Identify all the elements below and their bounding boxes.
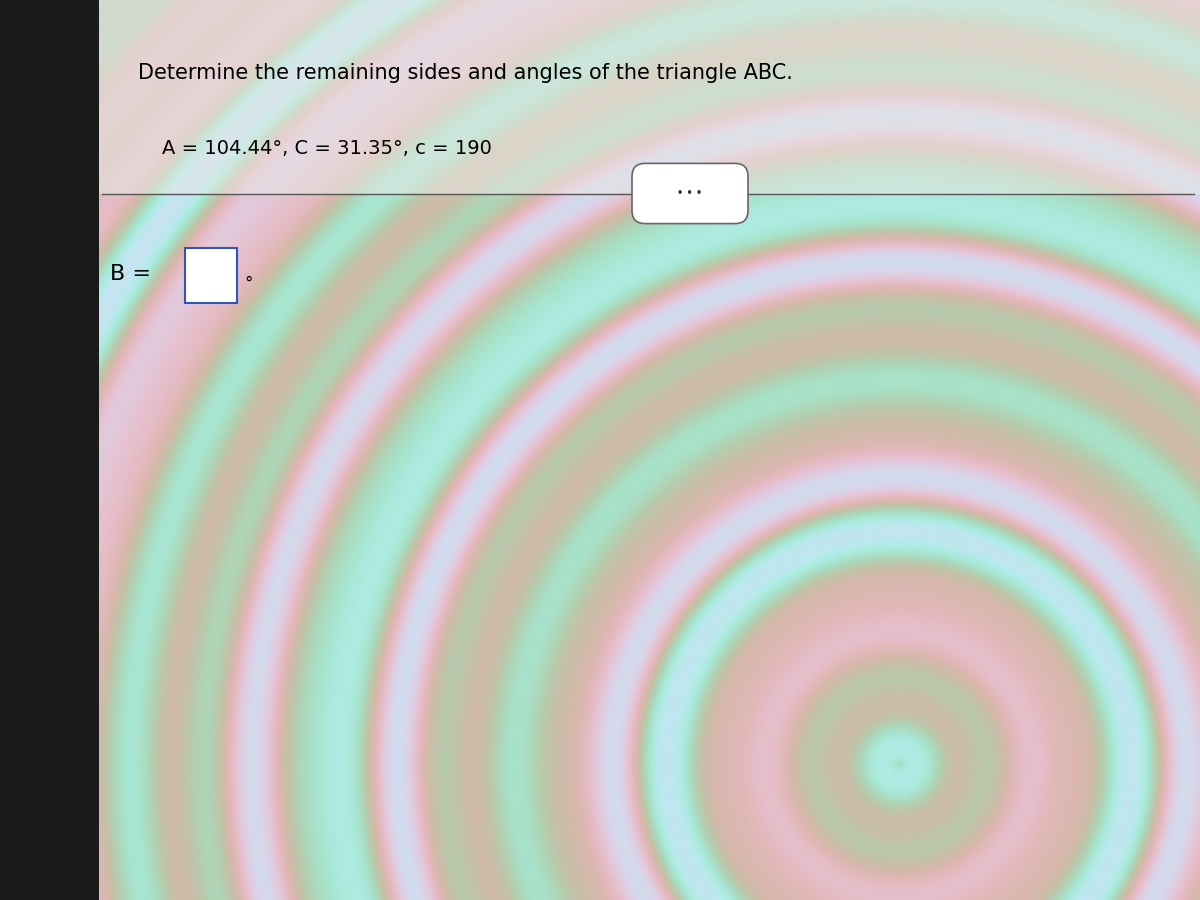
Text: °: °: [245, 274, 253, 292]
Text: Determine the remaining sides and angles of the triangle ABC.: Determine the remaining sides and angles…: [138, 63, 793, 83]
Text: • • •: • • •: [678, 188, 702, 199]
Text: A = 104.44°, C = 31.35°, c = 190: A = 104.44°, C = 31.35°, c = 190: [162, 140, 492, 158]
FancyBboxPatch shape: [185, 248, 238, 302]
Bar: [0, 0, 98, 900]
Text: B =: B =: [110, 265, 151, 284]
FancyBboxPatch shape: [632, 164, 748, 223]
Bar: [98, 0, 1200, 194]
